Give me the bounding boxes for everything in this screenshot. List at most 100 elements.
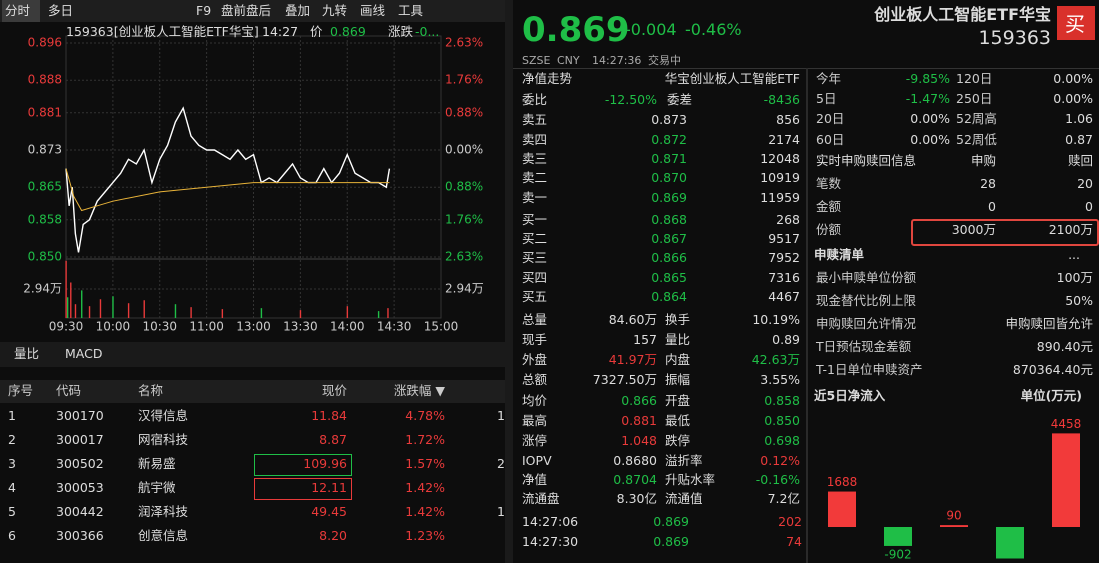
stat-label: 总量 [522, 311, 548, 327]
volume-bar [221, 309, 224, 318]
y2-tick-label: 0.00% [445, 143, 483, 157]
toolbar-item[interactable]: 工具 [398, 2, 424, 18]
table-cell: 1 [497, 407, 505, 423]
volume-bar [377, 311, 380, 318]
x-tick-label: 14:00 [330, 320, 365, 334]
table-cell[interactable]: 4.78% [405, 407, 445, 423]
stat-value: 8.30亿 [616, 491, 657, 507]
toolbar-item[interactable]: F9 [196, 2, 212, 18]
section-title: 申赎清单 [814, 246, 865, 262]
x-tick-label: 09:30 [49, 320, 84, 334]
value: 申购赎回皆允许 [1005, 315, 1093, 331]
value: 0 [988, 198, 996, 214]
change: -0.004 [625, 19, 677, 39]
chart-change: -0... [415, 23, 440, 39]
table-cell[interactable]: 8.87 [319, 431, 347, 447]
table-cell[interactable]: 300170 [56, 407, 104, 423]
table-cell[interactable]: 300366 [56, 527, 104, 543]
value: 0.00% [910, 111, 950, 127]
table-cell[interactable]: 网宿科技 [138, 431, 189, 447]
stat-value: 41.97万 [608, 352, 657, 368]
table-cell[interactable]: 润泽科技 [138, 503, 189, 519]
table-cell[interactable]: 12.11 [311, 479, 347, 495]
chart-label: 涨跌 [388, 23, 414, 39]
table-cell[interactable]: 航宇微 [138, 479, 176, 495]
last-price: 0.869 [522, 9, 630, 50]
value: -12.50% [604, 91, 657, 107]
table-cell[interactable]: 5 [8, 503, 16, 519]
table-cell[interactable]: 8.20 [319, 527, 347, 543]
price-line [65, 168, 390, 212]
stat-label: 跌停 [665, 433, 691, 449]
table-cell[interactable]: 49.45 [311, 503, 347, 519]
table-cell[interactable]: 300442 [56, 503, 104, 519]
value: 0.00% [1053, 70, 1093, 86]
level-label: 买三 [522, 250, 548, 266]
unit: 单位(万元) [1020, 387, 1082, 403]
table-cell[interactable]: 创意信息 [138, 527, 189, 543]
level-label: 买五 [522, 289, 548, 305]
x-tick-label: 13:30 [283, 320, 318, 334]
stat-label: 流通值 [665, 491, 703, 507]
y2-tick-label: 1.76% [445, 212, 483, 226]
table-cell[interactable]: 1.72% [405, 431, 445, 447]
x-tick-label: 11:00 [189, 320, 224, 334]
toolbar-item[interactable]: 盘前盘后 [221, 2, 272, 18]
stat-value: 157 [633, 332, 657, 348]
y-tick-label: 0.850 [28, 250, 62, 264]
volume-bar [299, 310, 302, 318]
tab[interactable]: 量比 [14, 345, 40, 361]
table-cell[interactable]: 1.23% [405, 527, 445, 543]
level-volume: 4467 [768, 289, 800, 305]
toolbar-item[interactable]: 画线 [360, 2, 386, 18]
table-cell[interactable]: 4 [8, 479, 16, 495]
label: 20日 [816, 111, 845, 127]
table-cell[interactable]: 1.42% [405, 479, 445, 495]
status: 交易中 [648, 53, 681, 67]
tab[interactable]: MACD [65, 345, 103, 361]
toolbar-item[interactable]: 分时 [5, 2, 31, 18]
table-cell[interactable]: 300502 [56, 455, 104, 471]
volume-bar [65, 260, 67, 318]
level-volume: 7316 [768, 269, 800, 285]
buy-button[interactable]: 买 [1065, 12, 1085, 36]
label: 最小申赎单位份额 [816, 269, 917, 285]
table-cell[interactable]: 新易盛 [138, 455, 176, 471]
table-cell[interactable]: 6 [8, 527, 16, 543]
label: 250日 [956, 91, 993, 107]
toolbar-item[interactable]: 叠加 [285, 2, 311, 18]
level-volume: 856 [776, 112, 800, 128]
label: 份额 [816, 221, 842, 237]
value: -1.47% [905, 91, 950, 107]
table-cell[interactable]: 1 [8, 407, 16, 423]
x-tick-label: 14:30 [377, 320, 412, 334]
table-cell[interactable]: 300017 [56, 431, 104, 447]
toolbar-item[interactable]: 多日 [48, 2, 74, 18]
buy-button-bg[interactable] [1057, 6, 1095, 40]
label: 笔数 [816, 175, 842, 191]
value: 100万 [1056, 269, 1093, 285]
level-label: 卖三 [522, 150, 548, 166]
stat-value: 0.881 [621, 412, 657, 428]
table-header: 涨跌幅 ▼ [393, 382, 445, 398]
table-cell[interactable]: 109.96 [303, 455, 347, 471]
level-price: 0.873 [651, 112, 687, 128]
stat-value: 0.89 [772, 332, 800, 348]
section-title: 实时申购赎回信息 [816, 152, 917, 168]
table-header: 名称 [138, 382, 164, 398]
table-cell[interactable]: 2 [8, 431, 16, 447]
table-cell[interactable]: 11.84 [311, 407, 347, 423]
table-cell[interactable]: 300053 [56, 479, 104, 495]
level-volume: 12048 [760, 150, 800, 166]
table-cell[interactable]: 3 [8, 455, 16, 471]
stat-value: 1.048 [621, 433, 657, 449]
value: 20 [1077, 175, 1093, 191]
volume-bar [127, 303, 130, 318]
volume-bar [260, 308, 263, 318]
table-cell[interactable]: 1.42% [405, 503, 445, 519]
table-cell[interactable]: 1.57% [405, 455, 445, 471]
toolbar-item[interactable]: 九转 [322, 2, 348, 18]
table-cell[interactable]: 汉得信息 [138, 407, 189, 423]
stat-value: 0.866 [621, 392, 657, 408]
flow-bar [884, 527, 912, 546]
